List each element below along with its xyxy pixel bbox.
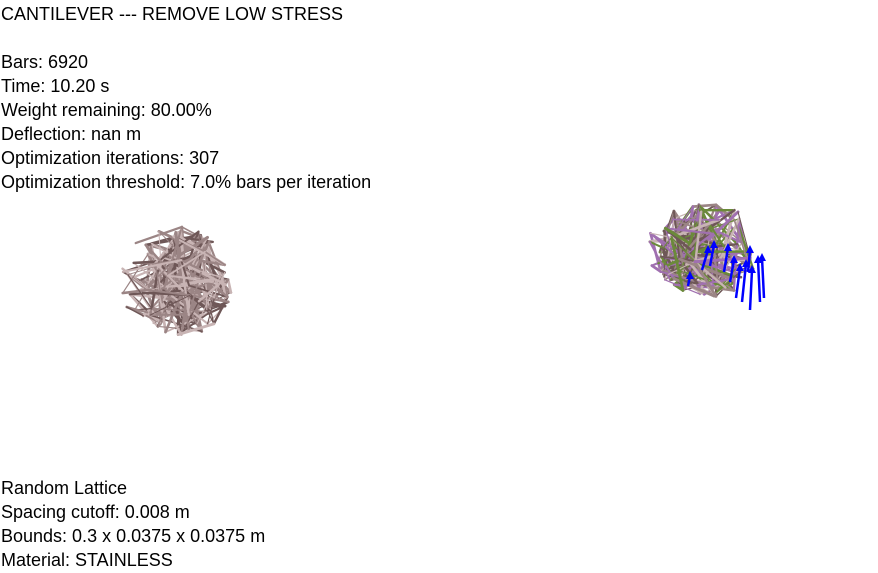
- optimized-lattice-viewport[interactable]: [630, 190, 780, 330]
- force-arrow: [748, 269, 754, 311]
- lattice-bar: [670, 210, 703, 239]
- force-arrow: [756, 259, 762, 303]
- lattice-material: Material: STAINLESS: [1, 550, 173, 570]
- lattice-bar: [691, 260, 735, 278]
- lattice-bar: [180, 300, 200, 336]
- lattice-info-panel: Random Lattice Spacing cutoff: 0.008 m B…: [1, 476, 265, 572]
- spacing-cutoff: Spacing cutoff: 0.008 m: [1, 502, 190, 522]
- lattice-bar: [700, 210, 726, 248]
- lattice-bar: [157, 281, 176, 328]
- lattice-bar: [145, 288, 192, 297]
- force-arrow: [728, 259, 736, 283]
- lattice-bar: [707, 210, 740, 241]
- original-lattice-viewport[interactable]: [100, 210, 250, 355]
- scene-title: CANTILEVER --- REMOVE LOW STRESS: [1, 4, 344, 24]
- optimization-iterations: Optimization iterations: 307: [1, 148, 220, 168]
- force-arrow: [746, 249, 752, 273]
- lattice-bar: [149, 294, 191, 316]
- lattice-bar: [149, 313, 190, 316]
- force-arrow-head: [758, 253, 766, 261]
- lattice-bar: [712, 286, 736, 292]
- spacer: [1, 26, 371, 50]
- force-arrow-head: [686, 271, 694, 279]
- lattice-bar: [180, 259, 190, 316]
- lattice-type: Random Lattice: [1, 478, 128, 498]
- lattice-bar: [200, 259, 226, 267]
- lattice-bar: [193, 268, 221, 278]
- lattice-bar: [180, 277, 216, 286]
- force-arrow: [708, 244, 716, 267]
- lattice-bar: [125, 306, 144, 317]
- lattice-bar: [192, 267, 227, 286]
- lattice-bar: [179, 235, 209, 256]
- lattice-bar: [678, 257, 734, 281]
- lattice-bar: [206, 308, 215, 325]
- deflection: Deflection: nan m: [1, 124, 142, 144]
- lattice-mesh-icon: [121, 225, 233, 336]
- lattice-bar: [167, 275, 226, 286]
- lattice-bar: [662, 236, 673, 249]
- force-arrow: [700, 249, 710, 271]
- lattice-bar: [736, 222, 755, 270]
- lattice-bar: [164, 289, 185, 334]
- lattice-bar: [199, 278, 216, 308]
- lattice-bar: [204, 250, 226, 266]
- lattice-bar: [670, 236, 696, 263]
- force-arrow-head: [724, 243, 732, 251]
- lattice-bar: [731, 272, 740, 280]
- lattice-bar: [650, 264, 663, 273]
- lattice-bar: [197, 283, 220, 303]
- lattice-bar: [213, 284, 219, 299]
- lattice-bar: [196, 276, 221, 324]
- lattice-bar: [670, 218, 721, 239]
- lattice-bar: [664, 265, 675, 280]
- lattice-bar: [154, 262, 164, 304]
- weight-remaining: Weight remaining: 80.00%: [1, 100, 212, 120]
- lattice-bounds: Bounds: 0.3 x 0.0375 x 0.0375 m: [1, 526, 266, 546]
- lattice-bar: [664, 227, 673, 249]
- force-arrow: [760, 257, 766, 299]
- lattice-bar: [188, 284, 229, 298]
- lattice-bar: [691, 203, 718, 208]
- lattice-bar: [693, 260, 727, 289]
- lattice-bar: [122, 253, 149, 294]
- lattice-bar: [670, 236, 685, 292]
- lattice-bar: [174, 230, 184, 286]
- lattice-bar: [156, 263, 184, 292]
- lattice-bar: [661, 246, 685, 292]
- lattice-bar: [161, 299, 182, 323]
- elapsed-time: Time: 10.20 s: [1, 76, 110, 96]
- lattice-bar: [226, 278, 233, 294]
- lattice-bar: [180, 259, 191, 287]
- lattice-bar: [693, 260, 718, 298]
- lattice-bar: [657, 210, 675, 265]
- lattice-bar: [697, 277, 734, 286]
- lattice-bar: [204, 240, 210, 253]
- force-arrow-head: [736, 263, 744, 271]
- stats-panel: CANTILEVER --- REMOVE LOW STRESS Bars: 6…: [1, 2, 371, 194]
- lattice-bar: [663, 226, 691, 245]
- force-arrow-head: [748, 265, 756, 273]
- force-arrow: [734, 267, 742, 299]
- lattice-bar: [180, 259, 203, 272]
- optimized-lattice-mesh-icon: [648, 203, 766, 311]
- force-arrow: [740, 263, 748, 303]
- bars-count: Bars: 6920: [1, 52, 89, 72]
- lattice-bar: [157, 325, 177, 329]
- force-arrow-head: [704, 245, 712, 253]
- lattice-bar: [664, 227, 714, 235]
- lattice-bar: [176, 322, 216, 336]
- lattice-bar: [121, 259, 183, 273]
- lattice-bar: [166, 250, 206, 277]
- lattice-bar: [689, 205, 695, 221]
- lattice-bar: [694, 210, 703, 263]
- force-arrow-head: [710, 240, 718, 248]
- lattice-bar: [187, 269, 203, 316]
- force-arrow: [722, 247, 730, 273]
- optimization-threshold: Optimization threshold: 7.0% bars per it…: [1, 172, 372, 192]
- lattice-bar: [127, 274, 153, 310]
- force-arrow-head: [730, 255, 738, 263]
- force-arrow-head: [746, 245, 754, 253]
